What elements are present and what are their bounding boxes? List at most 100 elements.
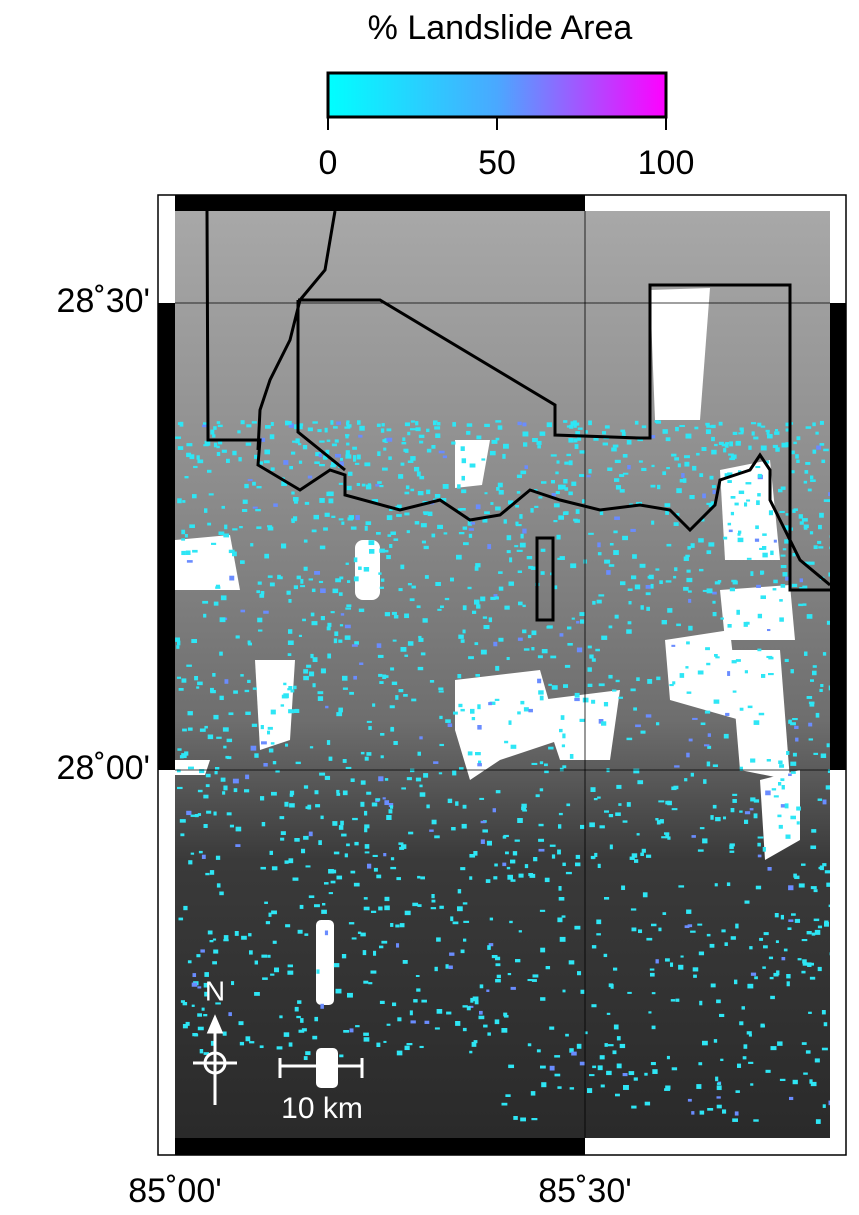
- landslide-pixel: [495, 666, 499, 671]
- landslide-pixel: [312, 621, 318, 625]
- landslide-pixel: [686, 910, 691, 914]
- landslide-pixel: [792, 509, 795, 513]
- landslide-pixel: [818, 926, 822, 929]
- landslide-pixel: [786, 974, 790, 978]
- landslide-pixel: [751, 973, 756, 976]
- landslide-pixel: [299, 461, 302, 464]
- landslide-pixel: [190, 454, 195, 459]
- landslide-pixel: [587, 475, 591, 477]
- landslide-pixel: [293, 497, 299, 501]
- landslide-pixel: [210, 690, 216, 693]
- landslide-pixel: [348, 472, 353, 476]
- landslide-pixel: [513, 851, 517, 855]
- landslide-pixel: [556, 491, 560, 494]
- landslide-pixel: [455, 1021, 460, 1026]
- landslide-pixel: [498, 425, 503, 429]
- landslide-pixel: [245, 690, 250, 692]
- landslide-pixel: [548, 684, 552, 686]
- landslide-pixel: [325, 428, 328, 433]
- landslide-pixel: [398, 474, 403, 479]
- landslide-pixel: [371, 911, 376, 913]
- landslide-pixel: [589, 1074, 594, 1076]
- landslide-pixel: [383, 797, 386, 799]
- landslide-pixel: [425, 1021, 430, 1024]
- landslide-pixel: [237, 430, 240, 433]
- landslide-pixel: [323, 527, 328, 530]
- landslide-pixel: [227, 812, 232, 815]
- landslide-pixel: [377, 424, 381, 427]
- landslide-pixel: [806, 426, 812, 429]
- landslide-pixel: [309, 578, 313, 580]
- landslide-pixel: [729, 458, 735, 460]
- landslide-pixel: [425, 575, 429, 579]
- landslide-pixel: [420, 792, 426, 796]
- landslide-pixel: [310, 746, 313, 748]
- landslide-pixel: [186, 811, 191, 815]
- landslide-pixel: [479, 798, 484, 800]
- landslide-pixel: [559, 897, 565, 901]
- landslide-pixel: [612, 690, 616, 692]
- landslide-pixel: [296, 438, 300, 443]
- landslide-pixel: [410, 598, 415, 601]
- landslide-pixel: [818, 525, 822, 529]
- landslide-pixel: [538, 655, 543, 658]
- landslide-pixel: [314, 571, 320, 575]
- landslide-pixel: [343, 1030, 349, 1033]
- landslide-pixel: [804, 652, 807, 656]
- landslide-pixel: [241, 610, 246, 613]
- landslide-pixel: [538, 496, 542, 498]
- landslide-pixel: [731, 496, 736, 499]
- landslide-pixel: [480, 984, 484, 988]
- landslide-pixel: [770, 996, 775, 999]
- longitude-label: 85˚00': [128, 1172, 221, 1210]
- landslide-pixel: [363, 950, 367, 955]
- landslide-pixel: [759, 713, 764, 715]
- landslide-pixel: [475, 566, 479, 570]
- landslide-pixel: [609, 814, 613, 817]
- landslide-pixel: [387, 428, 392, 431]
- landslide-pixel: [206, 784, 210, 787]
- landslide-pixel: [620, 1044, 625, 1048]
- landslide-pixel: [728, 624, 732, 628]
- landslide-pixel: [487, 544, 491, 549]
- landslide-pixel: [352, 818, 358, 820]
- landslide-pixel: [179, 688, 184, 691]
- landslide-pixel: [459, 767, 464, 770]
- landslide-pixel: [432, 534, 436, 538]
- landslide-pixel: [188, 860, 192, 864]
- landslide-pixel: [461, 639, 465, 643]
- landslide-pixel: [397, 1051, 403, 1056]
- landslide-pixel: [216, 856, 220, 860]
- landslide-pixel: [424, 546, 429, 549]
- landslide-pixel: [422, 541, 426, 544]
- landslide-pixel: [517, 711, 521, 714]
- landslide-pixel: [268, 527, 274, 531]
- landslide-pixel: [674, 567, 677, 571]
- landslide-pixel: [338, 708, 343, 713]
- landslide-pixel: [514, 545, 518, 547]
- landslide-pixel: [380, 1001, 385, 1004]
- landslide-pixel: [761, 1024, 765, 1028]
- landslide-pixel: [233, 690, 238, 693]
- landslide-pixel: [260, 1045, 264, 1048]
- landslide-pixel: [306, 665, 311, 668]
- landslide-pixel: [336, 712, 342, 716]
- landslide-pixel: [427, 449, 431, 453]
- landslide-pixel: [289, 858, 294, 863]
- landslide-pixel: [477, 763, 482, 766]
- landslide-pixel: [435, 1027, 440, 1029]
- landslide-pixel: [438, 688, 443, 691]
- landslide-pixel: [198, 1027, 204, 1031]
- landslide-pixel: [760, 571, 763, 575]
- landslide-pixel: [492, 440, 498, 444]
- landslide-pixel: [567, 643, 572, 646]
- landslide-pixel: [451, 442, 455, 445]
- landslide-pixel: [270, 583, 275, 587]
- landslide-pixel: [495, 1019, 500, 1024]
- landslide-pixel: [691, 543, 695, 548]
- landslide-pixel: [469, 534, 472, 538]
- landslide-pixel: [666, 467, 670, 469]
- landslide-pixel: [481, 458, 485, 460]
- landslide-pixel: [263, 611, 269, 614]
- landslide-pixel: [208, 735, 213, 740]
